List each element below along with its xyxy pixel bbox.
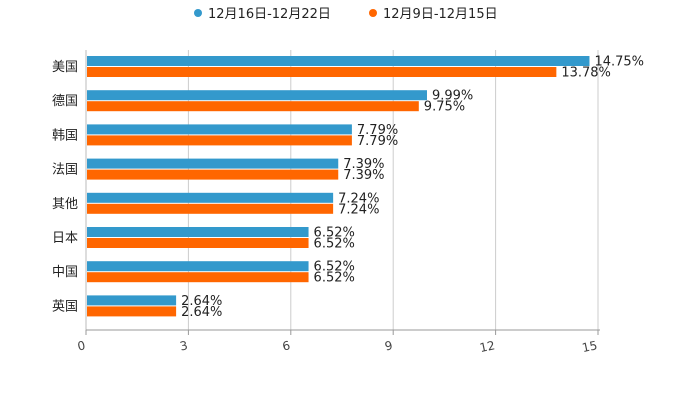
x-tick-label: 9 [383, 338, 393, 353]
value-label: 7.39% [343, 168, 384, 183]
category-label: 中国 [52, 265, 78, 280]
bar-current-week [87, 227, 309, 237]
bar-previous-week [87, 101, 419, 112]
value-label: 6.52% [314, 260, 355, 275]
x-tick-label: 15 [581, 338, 599, 355]
value-label: 7.39% [343, 157, 384, 172]
legend-item[interactable]: 12月16日-12月22日 [194, 7, 331, 22]
bar-previous-week [87, 135, 352, 146]
x-tick-label: 0 [76, 338, 86, 353]
value-label: 6.52% [314, 237, 355, 252]
category-label: 德国 [52, 94, 78, 109]
legend-swatch [369, 9, 377, 17]
legend-item[interactable]: 12月9日-12月15日 [369, 7, 498, 22]
value-label: 7.79% [357, 123, 398, 138]
value-labels: 14.75%13.78% 9.99%9.75% 7.79%7.79% 7.39%7.3… [181, 55, 644, 320]
bar-previous-week [87, 272, 309, 283]
bar-previous-week [87, 238, 309, 248]
value-label: 7.24% [338, 202, 379, 217]
legend-swatch [194, 9, 202, 17]
category-label: 其他 [52, 197, 78, 212]
value-label: 2.64% [181, 305, 222, 320]
bar-current-week [87, 261, 309, 272]
x-tick-label: 6 [281, 338, 291, 353]
bar-previous-week [87, 203, 334, 214]
category-label: 法国 [52, 163, 78, 178]
bar-current-week [87, 192, 334, 203]
value-label: 9.99% [432, 89, 473, 104]
category-label: 英国 [52, 299, 78, 314]
value-label: 7.79% [357, 134, 398, 149]
value-label: 14.75% [594, 55, 644, 70]
bar-previous-week [87, 67, 557, 77]
axes [85, 50, 600, 335]
bar-previous-week [87, 169, 339, 180]
value-label: 9.75% [424, 100, 465, 115]
category-label: 日本 [52, 231, 78, 246]
legend-label: 12月9日-12月15日 [383, 7, 498, 22]
bar-current-week [87, 56, 590, 66]
value-label: 6.52% [314, 271, 355, 286]
x-tick-labels: 0 3 6 9 12 15 [76, 338, 598, 355]
x-tick-label: 3 [179, 338, 189, 353]
bars [87, 56, 590, 317]
bar-current-week [87, 295, 177, 306]
value-label: 6.52% [314, 226, 355, 241]
bar-previous-week [87, 306, 177, 317]
value-label: 13.78% [561, 66, 611, 81]
x-tick-label: 12 [478, 338, 496, 355]
legend[interactable]: 12月16日-12月22日 12月9日-12月15日 [194, 7, 498, 22]
bar-current-week [87, 158, 339, 169]
bar-current-week [87, 124, 352, 135]
bar-current-week [87, 90, 427, 101]
category-label: 美国 [52, 60, 78, 75]
legend-label: 12月16日-12月22日 [208, 7, 331, 22]
value-label: 2.64% [181, 294, 222, 309]
category-label: 韩国 [52, 128, 78, 143]
value-label: 7.24% [338, 191, 379, 206]
